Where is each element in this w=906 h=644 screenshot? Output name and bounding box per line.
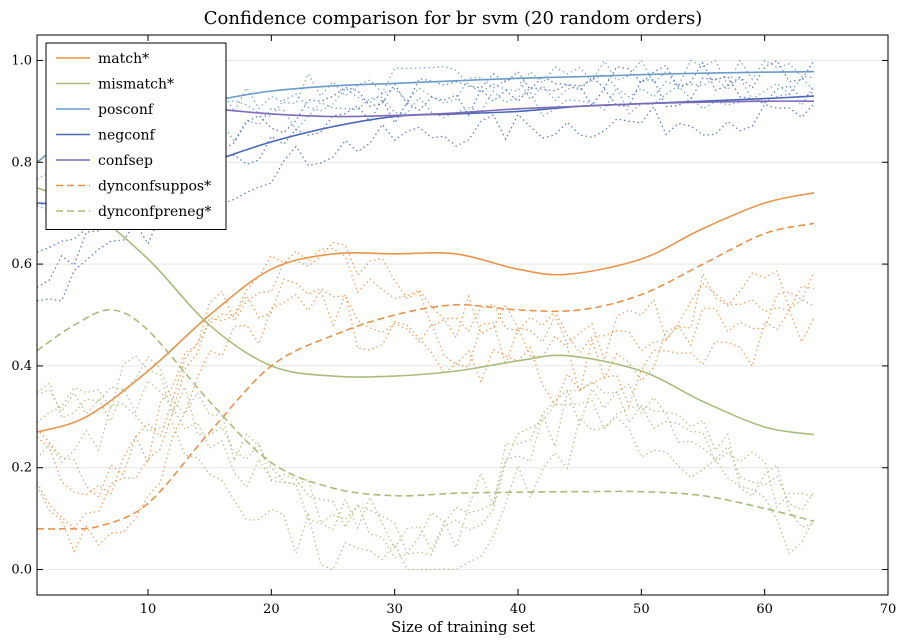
dotted-run-line xyxy=(36,84,815,212)
legend-label: mismatch* xyxy=(98,77,174,93)
x-tick-label: 60 xyxy=(756,602,773,617)
y-tick-label: 0.2 xyxy=(11,461,32,476)
dotted-run-line xyxy=(36,241,815,496)
legend-box xyxy=(45,42,227,230)
legend: match* mismatch* posconf negconf confsep dync… xyxy=(45,42,227,230)
series-line-dynconfpreneg xyxy=(36,309,815,522)
dotted-run-line xyxy=(36,247,815,499)
x-tick-label: 70 xyxy=(880,602,897,617)
y-tick-label: 0.4 xyxy=(11,359,32,374)
series-line-match xyxy=(36,192,815,433)
series-line-dynconfsuppos xyxy=(36,222,815,530)
legend-label: dynconfsuppos* xyxy=(98,179,211,195)
legend-label: match* xyxy=(98,51,149,67)
axis-ticks: 10 20 30 40 50 60 70 0.0 0.2 0.4 0.6 0.8 1.0 xyxy=(11,35,896,617)
dotted-run-line xyxy=(36,379,815,559)
x-tick-label: 30 xyxy=(386,602,403,617)
chart-title: Confidence comparison for br svm (20 ran… xyxy=(204,8,703,29)
y-tick-label: 1.0 xyxy=(11,53,32,68)
plot-frame xyxy=(36,34,889,596)
legend-label: confsep xyxy=(98,153,153,169)
legend-label: negconf xyxy=(98,128,157,144)
series-line-confsep xyxy=(147,100,815,118)
legend-label: dynconfpreneg* xyxy=(98,204,212,220)
y-tick-label: 0.0 xyxy=(11,563,32,578)
dotted-run-line xyxy=(36,289,815,553)
y-tick-label: 0.6 xyxy=(11,257,32,272)
x-tick-label: 20 xyxy=(263,602,280,617)
series-line-mismatch xyxy=(36,186,815,436)
x-axis-label: Size of training set xyxy=(391,618,535,636)
y-tick-label: 0.8 xyxy=(11,155,32,170)
x-tick-label: 10 xyxy=(140,602,157,617)
dotted-run-line xyxy=(36,403,815,571)
x-tick-label: 40 xyxy=(510,602,527,617)
dotted-run-line xyxy=(36,59,815,253)
legend-label: posconf xyxy=(98,102,155,118)
x-tick-label: 50 xyxy=(633,602,650,617)
